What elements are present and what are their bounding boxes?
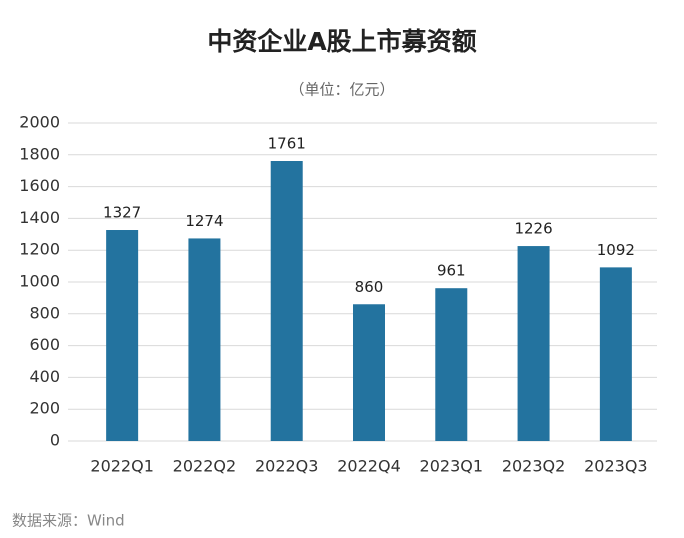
bar <box>599 267 632 441</box>
chart-subtitle: （单位：亿元） <box>289 81 394 99</box>
y-tick-label: 400 <box>29 367 60 386</box>
x-tick-label: 2022Q3 <box>255 457 319 476</box>
data-label: 860 <box>355 278 384 296</box>
bar <box>353 304 385 441</box>
data-label: 1761 <box>268 135 306 153</box>
data-label: 1327 <box>103 204 141 222</box>
x-tick-label: 2022Q2 <box>173 457 237 476</box>
data-label: 1274 <box>185 212 223 230</box>
x-tick-label: 2022Q1 <box>90 457 154 476</box>
data-label: 1226 <box>514 220 552 238</box>
data-label: 961 <box>437 262 466 280</box>
x-tick-label: 2023Q1 <box>420 457 484 476</box>
bar <box>188 238 221 441</box>
bar <box>517 246 550 441</box>
source-note: 数据来源：Wind <box>12 512 125 530</box>
bar <box>106 230 139 441</box>
x-tick-label: 2023Q2 <box>502 457 566 476</box>
y-tick-label: 1800 <box>19 144 60 163</box>
x-tick-label: 2022Q4 <box>337 457 401 476</box>
y-tick-label: 1000 <box>19 272 60 291</box>
y-tick-label: 0 <box>50 431 60 450</box>
y-tick-label: 1600 <box>19 176 60 195</box>
bar <box>435 288 468 441</box>
y-tick-label: 200 <box>29 399 60 418</box>
bar <box>270 161 303 441</box>
y-tick-label: 800 <box>29 303 60 322</box>
x-tick-label: 2023Q3 <box>584 457 648 476</box>
y-tick-label: 1200 <box>19 240 60 259</box>
y-tick-label: 2000 <box>19 113 60 132</box>
y-tick-label: 600 <box>29 335 60 354</box>
data-label: 1092 <box>597 241 635 259</box>
y-tick-label: 1400 <box>19 208 60 227</box>
chart-title: 中资企业A股上市募资额 <box>207 27 476 56</box>
